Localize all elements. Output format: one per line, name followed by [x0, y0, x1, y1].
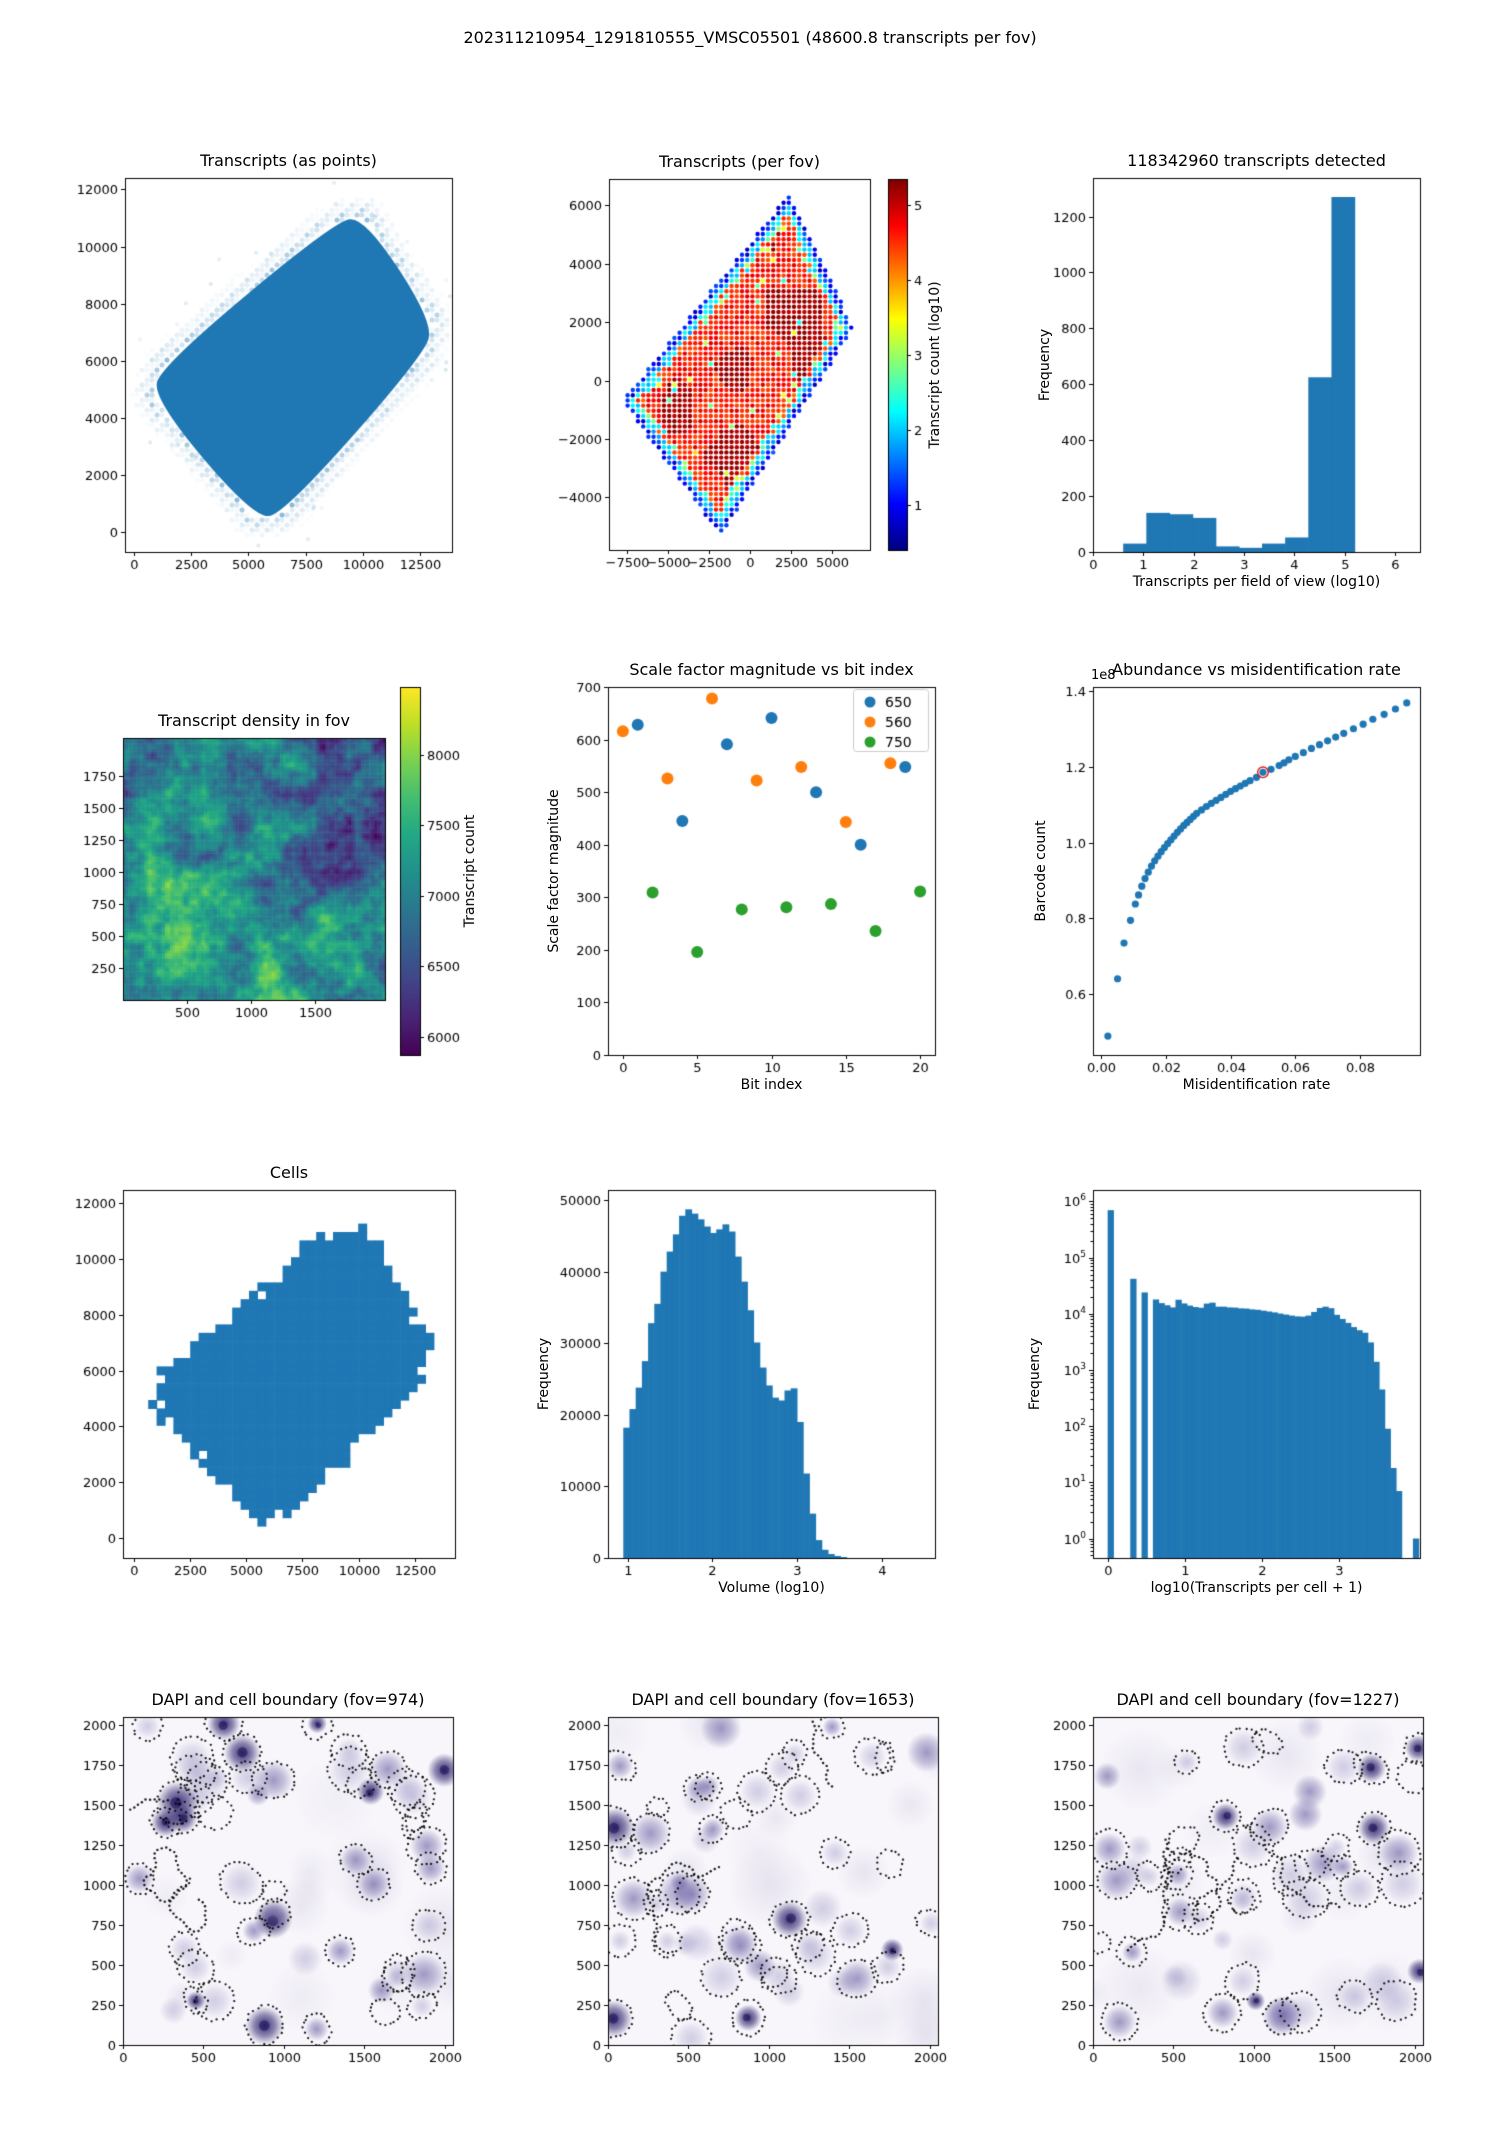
plot-title-scale-factors: Scale factor magnitude vs bit index — [629, 660, 914, 679]
plot-title-cells: Cells — [269, 1163, 309, 1182]
plot-title-dapi-1653: DAPI and cell boundary (fov=1653) — [631, 1690, 915, 1709]
xlabel-volume-log10: Volume (log10) — [718, 1580, 825, 1596]
ylabel-frequency-tpc: Frequency — [1027, 1337, 1043, 1411]
xlabel-transcripts-per-fov-log10: Transcripts per field of view (log10) — [1132, 574, 1381, 590]
xlabel-bit-index: Bit index — [740, 1077, 803, 1093]
plot-title-abundance-misid: Abundance vs misidentification rate — [1112, 660, 1401, 679]
figure-title: 202311210954_1291810555_VMSC05501 (48600… — [463, 28, 1037, 47]
plot-title-transcripts-per-fov: Transcripts (per fov) — [659, 152, 820, 171]
colorbar-label-transcript-count: Transcript count — [462, 814, 478, 928]
xlabel-misidentification-rate: Misidentification rate — [1182, 1077, 1331, 1093]
xlabel-transcripts-per-cell: log10(Transcripts per cell + 1) — [1150, 1580, 1363, 1596]
ylabel-barcode-count: Barcode count — [1033, 820, 1049, 922]
ylabel-frequency-fov: Frequency — [1037, 328, 1053, 402]
axis-offset-label-1e8: 1e8 — [1091, 668, 1116, 683]
plot-title-transcripts-detected: 118342960 transcripts detected — [1127, 151, 1386, 170]
plot-title-dapi-1227: DAPI and cell boundary (fov=1227) — [1116, 1690, 1400, 1709]
plot-title-transcript-density: Transcript density in fov — [158, 711, 350, 730]
plot-title-dapi-974: DAPI and cell boundary (fov=974) — [151, 1690, 425, 1709]
ylabel-scale-factor: Scale factor magnitude — [546, 789, 562, 953]
ylabel-frequency-volume: Frequency — [536, 1337, 552, 1411]
colorbar-label-transcript-count-log10: Transcript count (log10) — [927, 280, 943, 449]
plot-title-transcripts-points: Transcripts (as points) — [200, 151, 377, 170]
